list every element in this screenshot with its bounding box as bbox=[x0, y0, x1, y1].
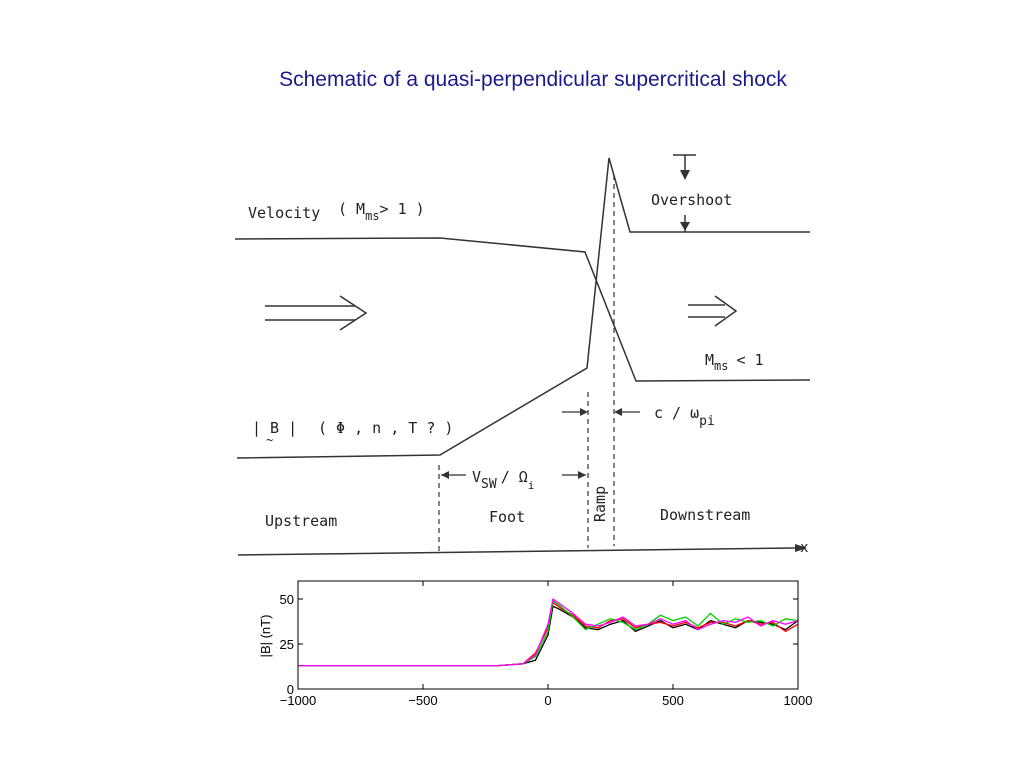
x-tick-label: 1000 bbox=[784, 693, 813, 708]
overshoot-bottom-arrowhead bbox=[680, 222, 690, 231]
series-line-3 bbox=[298, 600, 799, 667]
velocity-label: Velocity bbox=[248, 204, 320, 222]
magnetic-field-label: | B | bbox=[252, 419, 297, 437]
velocity-profile-line bbox=[234, 237, 811, 382]
downstream-flow-arrow bbox=[688, 295, 738, 327]
x-tick-label: 500 bbox=[662, 693, 684, 708]
x-tick-label: −500 bbox=[408, 693, 437, 708]
magnetic-field-profile-line bbox=[236, 157, 810, 459]
x-tick-label: −1000 bbox=[280, 693, 317, 708]
velocity-condition: ( Mms> 1 ) bbox=[338, 200, 425, 223]
slide-title: Schematic of a quasi-perpendicular super… bbox=[279, 68, 787, 91]
downstream-label: Downstream bbox=[660, 506, 750, 524]
x-tick-label: 0 bbox=[544, 693, 551, 708]
y-tick-label: 50 bbox=[280, 592, 294, 607]
upstream-flow-arrow bbox=[265, 295, 368, 331]
foot-width-left-arrowhead bbox=[441, 471, 449, 479]
foot-width-right-arrowhead bbox=[578, 471, 586, 479]
inertial-length-label: c / ωpi bbox=[654, 404, 715, 429]
ramp-width-left-arrowhead bbox=[580, 408, 588, 416]
tilde-mark: ~ bbox=[266, 433, 273, 447]
plot-tick-group: −1000 −500 0 500 1000 0 25 50 bbox=[280, 581, 813, 708]
foot-width-label: VSW / Ωi bbox=[472, 468, 534, 492]
series-line-1 bbox=[298, 605, 799, 667]
overshoot-label: Overshoot bbox=[651, 191, 732, 209]
x-axis-label: x bbox=[800, 540, 808, 556]
y-tick-label: 25 bbox=[280, 637, 294, 652]
ramp-width-right-arrowhead bbox=[614, 408, 622, 416]
magnetic-field-params: ( Φ , n , T ? ) bbox=[318, 419, 453, 437]
shock-schematic: x Overshoot Velocity ( Mms> 1 ) Mms < 1 |… bbox=[234, 154, 811, 556]
foot-label: Foot bbox=[489, 508, 525, 526]
downstream-mach-label: Mms < 1 bbox=[705, 351, 764, 373]
x-axis-arrowhead bbox=[795, 544, 807, 552]
x-axis-line bbox=[237, 547, 796, 556]
ramp-label: Ramp bbox=[591, 486, 609, 522]
series-line-4 bbox=[298, 598, 799, 667]
y-tick-label: 0 bbox=[287, 682, 294, 697]
upstream-label: Upstream bbox=[265, 512, 337, 530]
y-axis-label: |B| (nT) bbox=[258, 615, 273, 658]
plot-series-group bbox=[298, 598, 799, 667]
overshoot-top-arrowhead bbox=[680, 170, 690, 180]
